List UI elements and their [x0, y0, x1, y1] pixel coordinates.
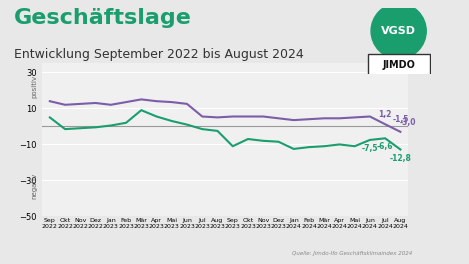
Text: -3,0: -3,0	[400, 118, 416, 127]
Text: JIMDO: JIMDO	[382, 60, 415, 70]
Circle shape	[371, 3, 426, 59]
FancyBboxPatch shape	[368, 54, 430, 75]
Text: -6,6: -6,6	[377, 142, 393, 152]
Text: -12,8: -12,8	[389, 154, 411, 163]
Text: Quelle: Jimdo-Ifo Geschäftsklimaindex 2024: Quelle: Jimdo-Ifo Geschäftsklimaindex 20…	[293, 251, 413, 256]
Text: positiv: positiv	[31, 75, 38, 98]
Text: VGSD: VGSD	[381, 26, 416, 36]
Text: Entwicklung September 2022 bis August 2024: Entwicklung September 2022 bis August 20…	[14, 48, 304, 60]
Text: Geschäftslage: Geschäftslage	[14, 8, 192, 28]
Text: -7,5: -7,5	[362, 144, 378, 153]
Text: -1,5: -1,5	[392, 115, 408, 124]
Text: negativ: negativ	[31, 173, 38, 199]
Text: 1,2: 1,2	[378, 110, 392, 119]
